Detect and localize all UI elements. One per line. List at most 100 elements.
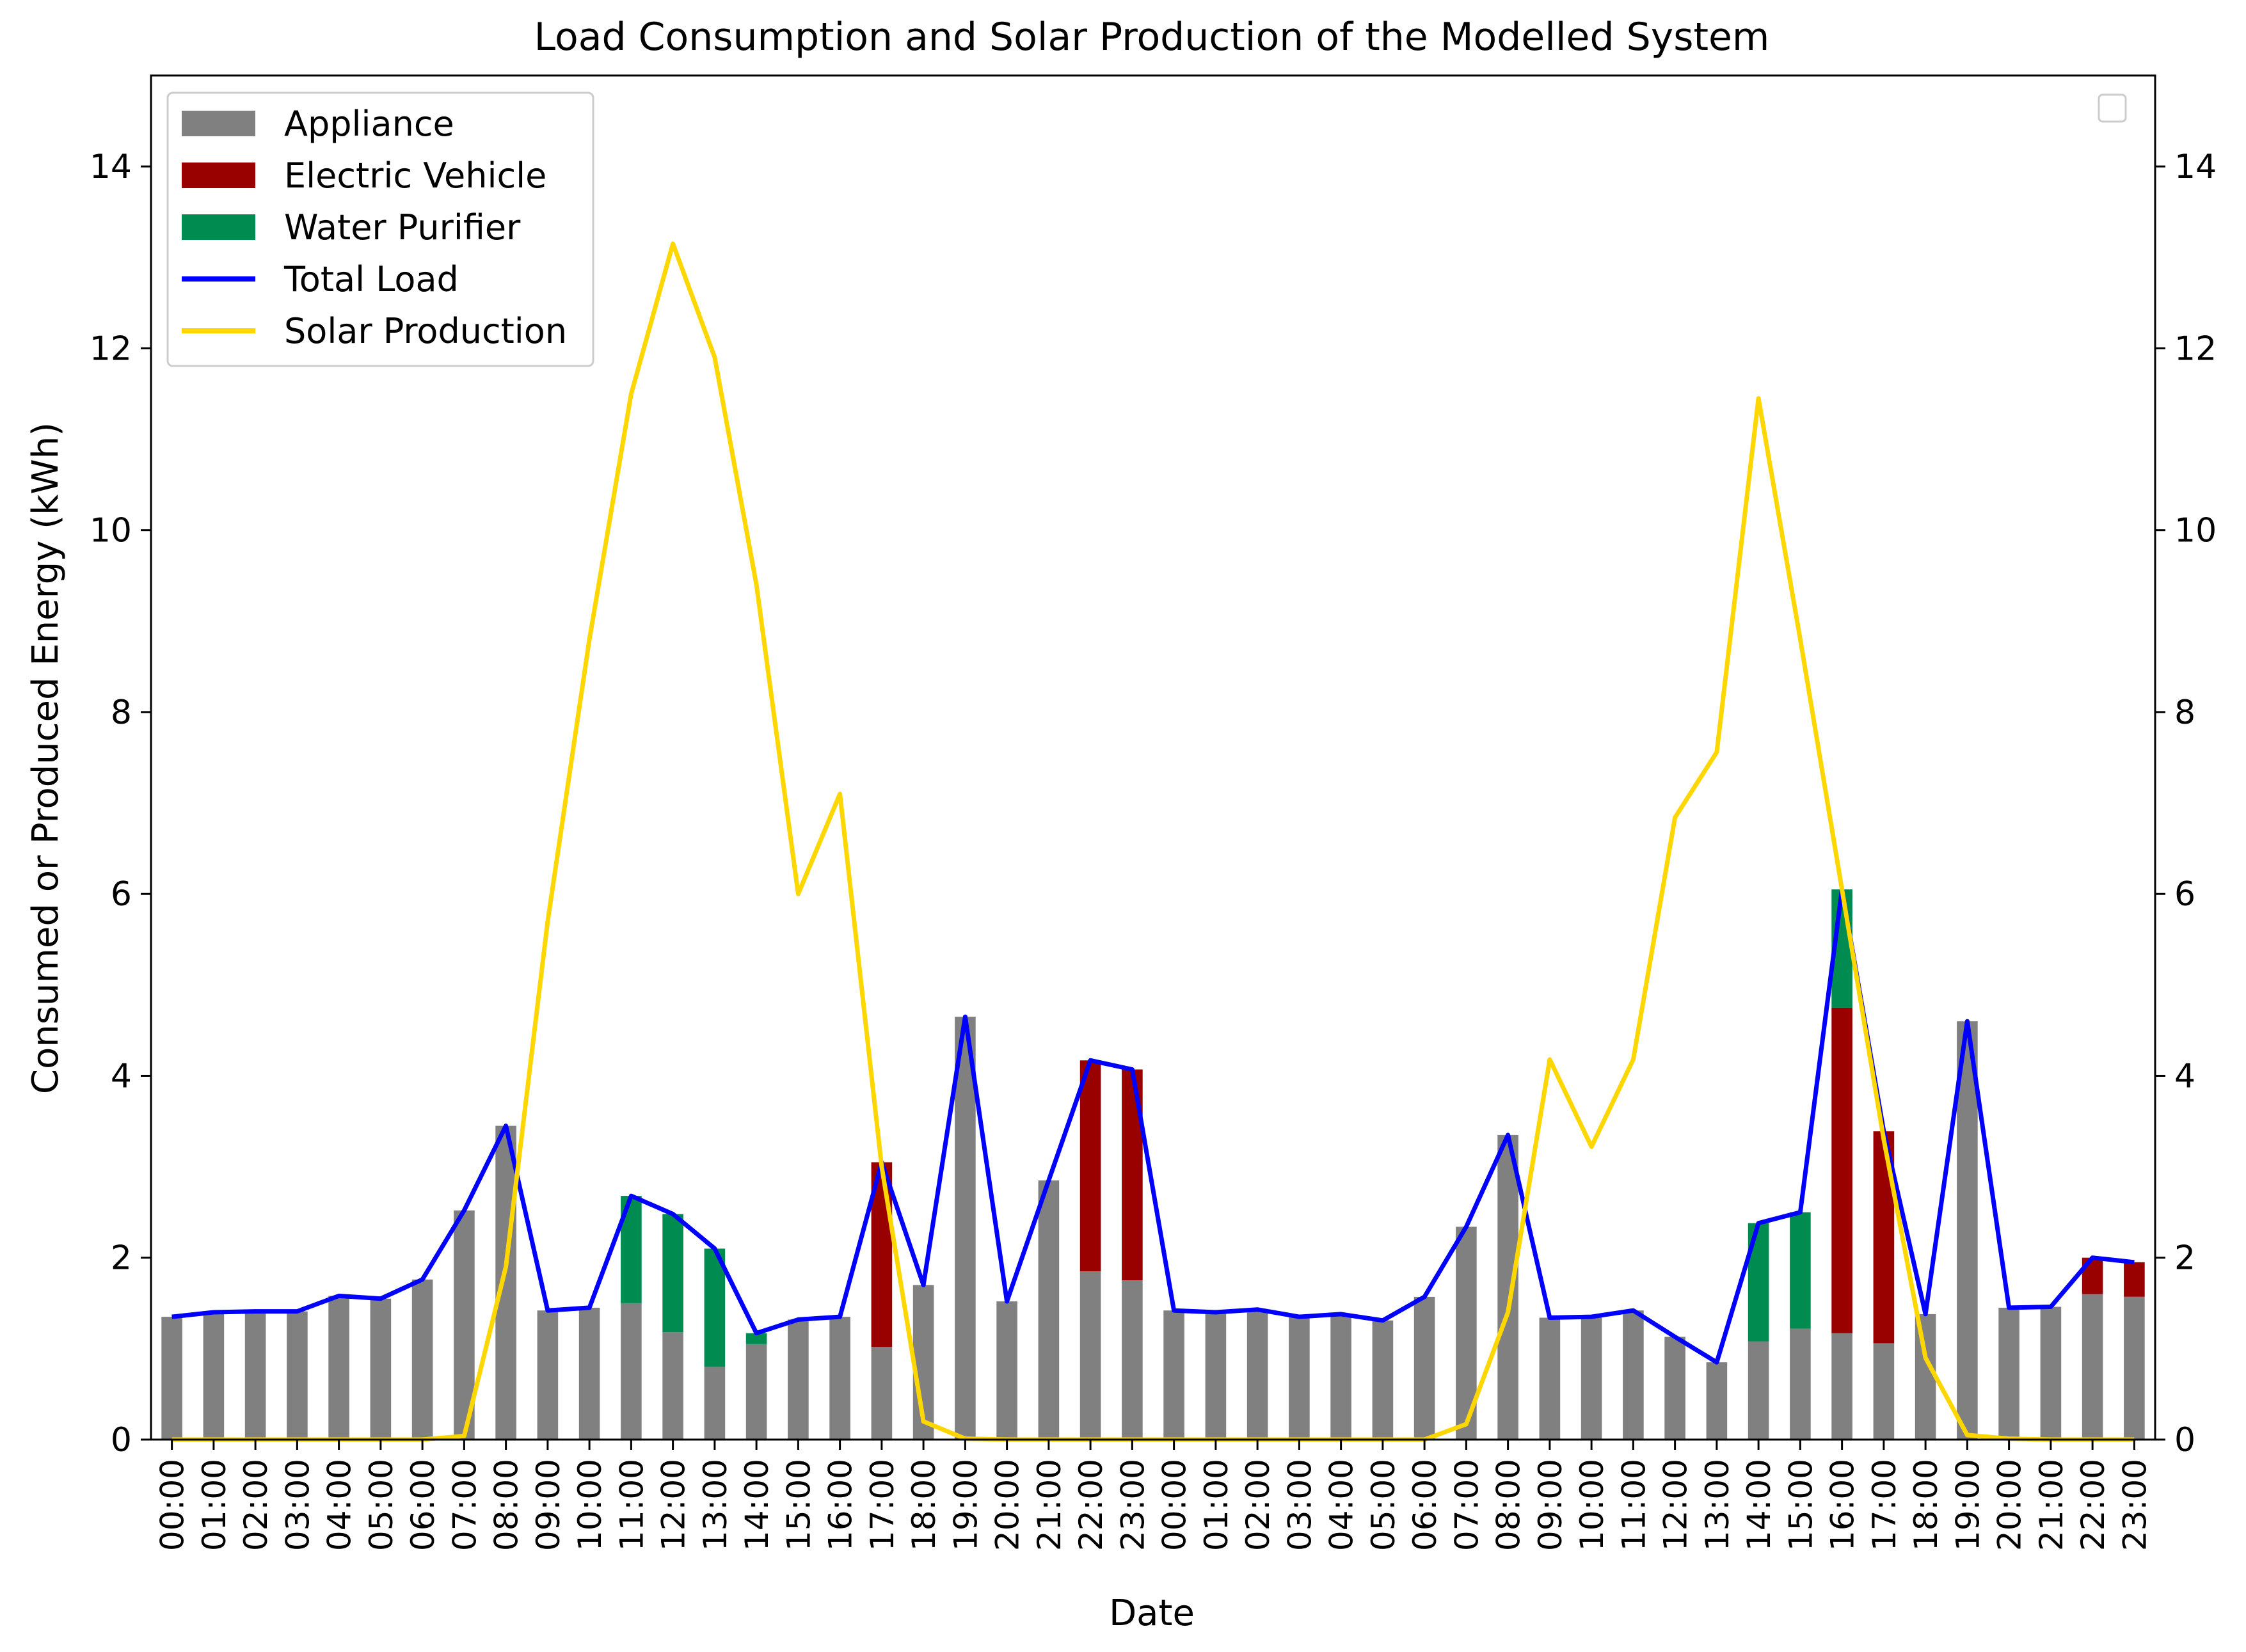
bar-appliance [411, 1279, 433, 1440]
line-total-load [171, 887, 2135, 1365]
bar-appliance [1289, 1317, 1310, 1440]
bar-appliance [1957, 1021, 1978, 1440]
x-tick-label: 05:00 [363, 1459, 400, 1551]
x-tick-label: 23:00 [1114, 1459, 1151, 1551]
x-tick-label: 12:00 [1657, 1459, 1694, 1551]
x-tick-label: 07:00 [1448, 1459, 1485, 1551]
bar-appliance [1748, 1341, 1769, 1440]
legend-label-appliance: Appliance [284, 104, 454, 144]
bar-appliance [1539, 1317, 1561, 1440]
legend: Appliance Electric Vehicle Water Purifier T… [166, 91, 594, 367]
bar-appliance [788, 1319, 809, 1440]
bar-water-purifier [704, 1248, 726, 1367]
x-tick-label: 10:00 [571, 1459, 609, 1551]
x-tick-label: 14:00 [738, 1459, 776, 1551]
x-tick-label: 03:00 [1281, 1459, 1318, 1551]
x-tick-label: 17:00 [1866, 1459, 1903, 1551]
bar-appliance [1623, 1310, 1644, 1440]
bar-appliance [1246, 1309, 1268, 1440]
x-tick-label: 04:00 [1323, 1459, 1360, 1551]
y-tick-label-right: 10 [2174, 512, 2217, 550]
y-tick-label-left: 14 [90, 148, 132, 186]
y-tick-label-right: 2 [2174, 1239, 2195, 1278]
x-tick-label: 01:00 [1198, 1459, 1235, 1551]
x-tick-label: 06:00 [404, 1459, 442, 1551]
x-tick-label: 21:00 [1031, 1459, 1068, 1551]
x-tick-label: 16:00 [822, 1459, 859, 1551]
x-tick-label: 02:00 [1239, 1459, 1277, 1551]
y-tick-label-left: 4 [111, 1057, 132, 1095]
bar-appliance [1372, 1320, 1394, 1440]
bar-appliance [829, 1317, 850, 1440]
bar-appliance [1079, 1271, 1101, 1440]
bar-appliance [1497, 1134, 1518, 1440]
bar-appliance [1873, 1343, 1895, 1440]
x-axis-label: Date [1109, 1592, 1195, 1634]
x-tick-label: 23:00 [2116, 1459, 2153, 1551]
x-tick-label: 08:00 [488, 1459, 525, 1551]
x-tick-label: 00:00 [1156, 1459, 1193, 1551]
x-tick-label: 15:00 [780, 1459, 817, 1551]
bar-appliance [1414, 1296, 1435, 1440]
bar-appliance [537, 1310, 559, 1440]
chart-title: Load Consumption and Solar Production of… [534, 15, 1770, 60]
legend-label-water-purifier: Water Purifier [284, 207, 521, 248]
bar-appliance [1831, 1333, 1852, 1440]
bar-appliance [203, 1312, 225, 1440]
x-tick-label: 06:00 [1406, 1459, 1444, 1551]
y-tick-label-left: 6 [111, 875, 132, 914]
secondary-legend-box [2098, 93, 2127, 123]
bar-appliance [1163, 1310, 1184, 1440]
y-tick-label-right: 6 [2174, 875, 2195, 914]
bar-appliance [1122, 1280, 1143, 1440]
bar-appliance [662, 1332, 683, 1440]
bar-appliance [871, 1347, 893, 1440]
y-tick-label-right: 8 [2174, 694, 2195, 732]
legend-label-electric-vehicle: Electric Vehicle [284, 155, 546, 196]
bar-appliance [745, 1344, 767, 1440]
x-tick-label: 07:00 [446, 1459, 483, 1551]
y-tick-label-left: 2 [111, 1239, 132, 1278]
x-tick-label: 13:00 [1699, 1459, 1736, 1551]
y-tick-label-left: 12 [90, 330, 132, 368]
bar-appliance [1205, 1312, 1227, 1440]
y-tick-label-left: 10 [90, 512, 132, 550]
bar-appliance [2124, 1296, 2145, 1440]
legend-swatch-water-purifier [182, 214, 255, 240]
y-tick-label-right: 14 [2174, 148, 2217, 186]
x-tick-label: 09:00 [1532, 1459, 1569, 1551]
bar-appliance [161, 1317, 182, 1440]
y-tick-label-right: 12 [2174, 330, 2217, 368]
bar-appliance [955, 1017, 976, 1440]
bar-appliance [704, 1367, 726, 1440]
bar-appliance [2082, 1294, 2103, 1440]
bar-appliance [1790, 1328, 1811, 1440]
x-tick-label: 01:00 [196, 1459, 233, 1551]
bar-appliance [287, 1311, 308, 1440]
x-tick-label: 08:00 [1490, 1459, 1527, 1551]
legend-box [166, 91, 594, 367]
y-tick-label-left: 0 [111, 1421, 132, 1459]
bar-appliance [495, 1125, 516, 1440]
x-tick-label: 21:00 [2033, 1459, 2070, 1551]
bar-appliance [1664, 1337, 1685, 1440]
bars-layer [161, 889, 2145, 1440]
y-tick-label-right: 4 [2174, 1057, 2195, 1095]
y-tick-label-right: 0 [2174, 1421, 2195, 1459]
x-tick-label: 19:00 [1949, 1459, 1986, 1551]
x-tick-label: 17:00 [864, 1459, 901, 1551]
x-tick-label: 09:00 [530, 1459, 567, 1551]
x-tick-label: 12:00 [655, 1459, 692, 1551]
bar-water-purifier [1790, 1212, 1811, 1329]
x-tick-label: 13:00 [697, 1459, 734, 1551]
x-tick-label: 22:00 [1072, 1459, 1110, 1551]
bar-appliance [370, 1298, 392, 1440]
y-tick-label-left: 8 [111, 694, 132, 732]
x-tick-label: 19:00 [947, 1459, 984, 1551]
x-tick-label: 18:00 [1908, 1459, 1945, 1551]
bar-electric-vehicle [1079, 1060, 1101, 1271]
x-tick-label: 04:00 [321, 1459, 358, 1551]
bar-appliance [1915, 1314, 1936, 1440]
x-tick-label: 20:00 [1991, 1459, 2028, 1551]
